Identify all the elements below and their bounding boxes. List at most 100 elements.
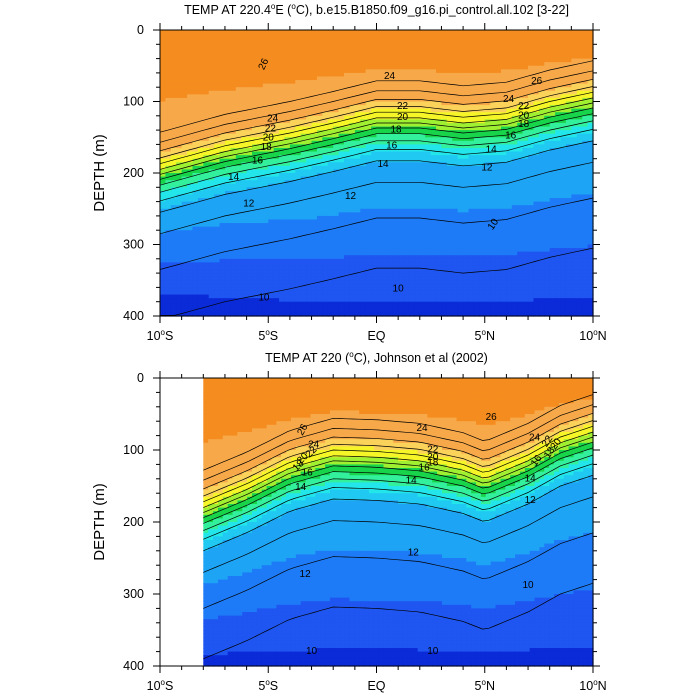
- field-cell: [403, 312, 410, 317]
- field-cell: [252, 255, 259, 260]
- field-cell: [176, 155, 183, 160]
- field-cell: [311, 258, 318, 263]
- field-cell: [268, 169, 275, 174]
- field-cell: [224, 248, 231, 253]
- field-cell: [279, 262, 286, 267]
- field-cell: [392, 305, 399, 310]
- field-cell: [262, 87, 269, 92]
- field-cell: [371, 119, 378, 124]
- field-cell: [344, 108, 351, 113]
- field-cell: [463, 190, 470, 196]
- field-cell: [349, 122, 356, 128]
- field-cell: [284, 76, 291, 81]
- field-cell: [214, 33, 221, 38]
- field-cell: [446, 83, 453, 88]
- field-cell: [338, 90, 345, 95]
- field-cell: [414, 147, 421, 153]
- field-cell: [165, 201, 172, 206]
- field-cell: [381, 287, 388, 292]
- field-cell: [203, 308, 210, 314]
- field-cell: [398, 237, 405, 242]
- field-cell: [322, 40, 329, 45]
- field-cell: [160, 87, 167, 92]
- field-cell: [289, 187, 296, 192]
- field-cell: [441, 198, 448, 203]
- field-cell: [235, 305, 242, 310]
- field-cell: [392, 101, 399, 106]
- field-cell: [398, 198, 405, 203]
- field-cell: [457, 69, 464, 74]
- field-cell: [381, 190, 388, 196]
- field-cell: [430, 137, 437, 142]
- field-cell: [241, 122, 248, 128]
- field-cell: [279, 37, 286, 42]
- field-cell: [273, 287, 280, 292]
- field-cell: [430, 69, 437, 74]
- field-cell: [160, 201, 167, 206]
- field-cell: [230, 87, 237, 92]
- field-cell: [371, 255, 378, 260]
- field-cell: [224, 233, 231, 238]
- field-cell: [376, 219, 383, 224]
- field-cell: [398, 112, 405, 117]
- field-cell: [181, 162, 188, 167]
- field-cell: [316, 269, 323, 274]
- field-cell: [436, 44, 443, 49]
- field-cell: [484, 280, 491, 285]
- field-cell: [479, 208, 486, 213]
- field-cell: [419, 294, 426, 299]
- field-cell: [203, 251, 210, 256]
- field-cell: [160, 169, 167, 174]
- field-cell: [376, 87, 383, 92]
- field-cell: [284, 58, 291, 63]
- field-cell: [349, 112, 356, 117]
- field-cell: [230, 219, 237, 224]
- field-cell: [203, 283, 210, 288]
- field-cell: [452, 76, 459, 81]
- field-cell: [446, 87, 453, 92]
- field-cell: [344, 269, 351, 274]
- field-cell: [246, 151, 253, 156]
- field-cell: [322, 90, 329, 95]
- field-cell: [371, 176, 378, 181]
- field-cell: [230, 65, 237, 70]
- field-cell: [176, 112, 183, 117]
- field-cell: [160, 255, 167, 260]
- field-cell: [279, 33, 286, 38]
- field-cell: [360, 305, 367, 310]
- field-cell: [425, 83, 432, 88]
- field-cell: [468, 255, 475, 260]
- field-cell: [197, 262, 204, 267]
- field-cell: [165, 62, 172, 67]
- field-cell: [414, 112, 421, 117]
- field-cell: [322, 283, 329, 288]
- field-cell: [344, 58, 351, 63]
- field-cell: [262, 237, 269, 242]
- field-cell: [430, 112, 437, 117]
- field-cell: [371, 76, 378, 81]
- field-cell: [192, 226, 199, 231]
- field-cell: [181, 180, 188, 185]
- field-cell: [181, 58, 188, 63]
- field-cell: [252, 162, 259, 167]
- field-cell: [279, 165, 286, 171]
- field-cell: [354, 94, 361, 99]
- field-cell: [246, 40, 253, 45]
- field-cell: [284, 40, 291, 45]
- field-cell: [430, 58, 437, 63]
- field-cell: [479, 308, 486, 314]
- field-cell: [360, 233, 367, 238]
- field-cell: [289, 87, 296, 92]
- field-cell: [316, 233, 323, 238]
- field-cell: [408, 133, 415, 138]
- field-cell: [344, 173, 351, 178]
- field-cell: [484, 65, 491, 70]
- field-cell: [441, 215, 448, 221]
- field-cell: [398, 44, 405, 49]
- field-cell: [360, 62, 367, 67]
- field-cell: [381, 37, 388, 42]
- field-cell: [457, 230, 464, 235]
- field-cell: [230, 90, 237, 95]
- field-cell: [371, 283, 378, 288]
- field-cell: [311, 205, 318, 210]
